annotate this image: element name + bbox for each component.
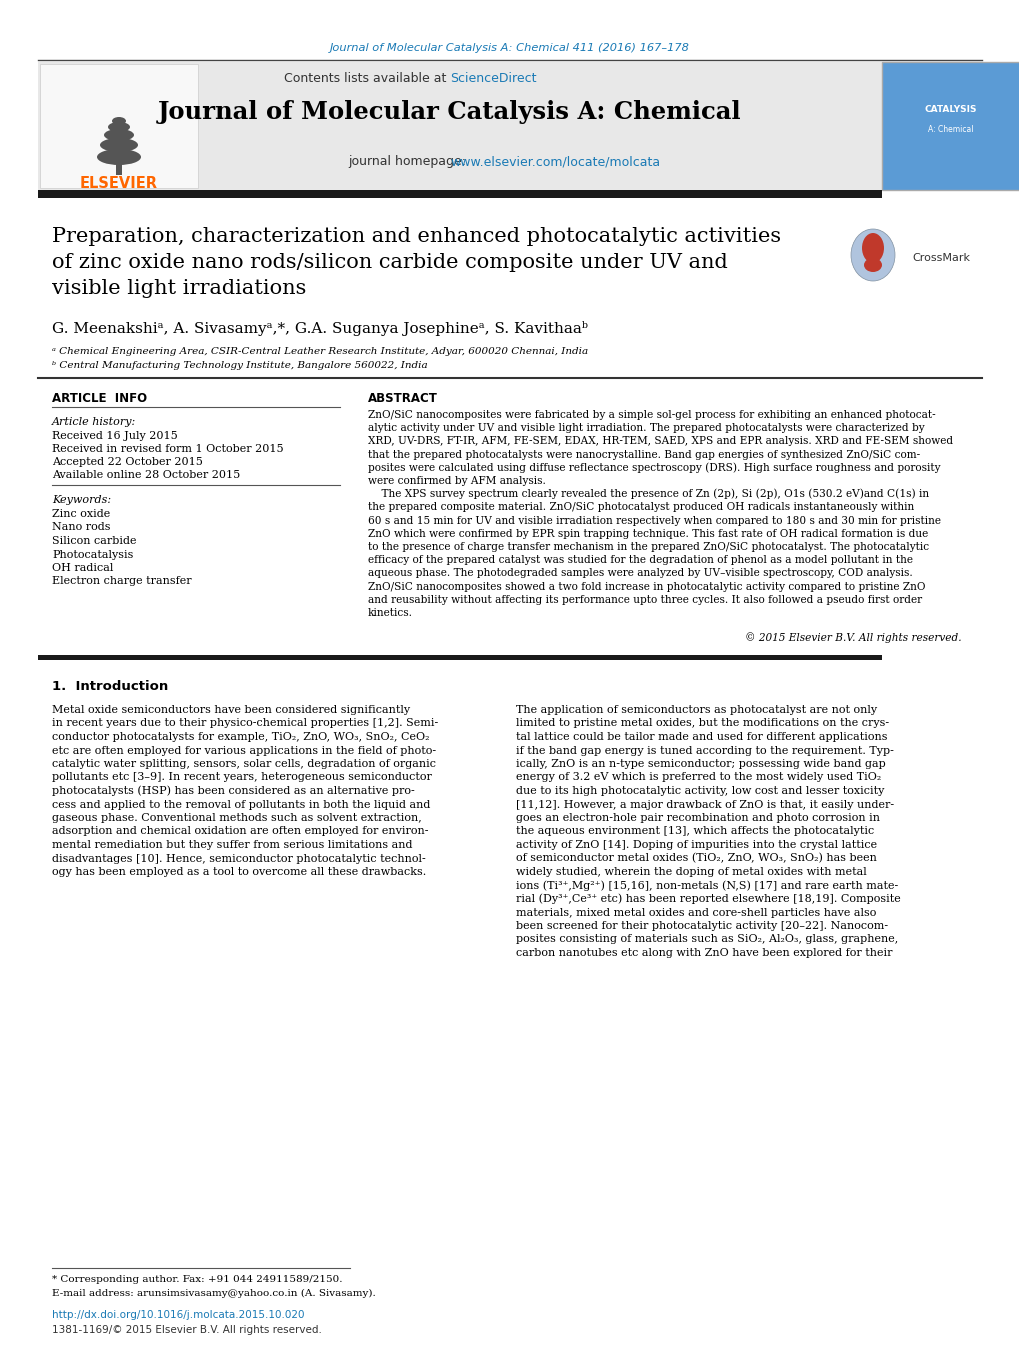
Text: the prepared composite material. ZnO/SiC photocatalyst produced OH radicals inst: the prepared composite material. ZnO/SiC… — [368, 503, 913, 512]
Bar — [38, 655, 881, 661]
Text: ScienceDirect: ScienceDirect — [449, 72, 536, 85]
Text: XRD, UV-DRS, FT-IR, AFM, FE-SEM, EDAX, HR-TEM, SAED, XPS and EPR analysis. XRD a: XRD, UV-DRS, FT-IR, AFM, FE-SEM, EDAX, H… — [368, 436, 952, 446]
Text: ogy has been employed as a tool to overcome all these drawbacks.: ogy has been employed as a tool to overc… — [52, 867, 426, 877]
Text: © 2015 Elsevier B.V. All rights reserved.: © 2015 Elsevier B.V. All rights reserved… — [745, 632, 961, 643]
Ellipse shape — [850, 230, 894, 281]
Text: Available online 28 October 2015: Available online 28 October 2015 — [52, 470, 240, 480]
Text: ABSTRACT: ABSTRACT — [368, 392, 437, 404]
Text: [11,12]. However, a major drawback of ZnO is that, it easily under-: [11,12]. However, a major drawback of Zn… — [516, 800, 894, 809]
Text: Article history:: Article history: — [52, 417, 137, 427]
Text: to the presence of charge transfer mechanism in the prepared ZnO/SiC photocataly: to the presence of charge transfer mecha… — [368, 542, 928, 553]
Text: in recent years due to their physico-chemical properties [1,2]. Semi-: in recent years due to their physico-che… — [52, 719, 438, 728]
Text: photocatalysts (HSP) has been considered as an alternative pro-: photocatalysts (HSP) has been considered… — [52, 786, 415, 796]
Text: A: Chemical: A: Chemical — [927, 126, 973, 135]
Text: efficacy of the prepared catalyst was studied for the degradation of phenol as a: efficacy of the prepared catalyst was st… — [368, 555, 912, 565]
Text: http://dx.doi.org/10.1016/j.molcata.2015.10.020: http://dx.doi.org/10.1016/j.molcata.2015… — [52, 1310, 305, 1320]
Text: were confirmed by AFM analysis.: were confirmed by AFM analysis. — [368, 476, 545, 486]
Text: limited to pristine metal oxides, but the modifications on the crys-: limited to pristine metal oxides, but th… — [516, 719, 889, 728]
Text: Journal of Molecular Catalysis A: Chemical: Journal of Molecular Catalysis A: Chemic… — [158, 100, 741, 124]
Text: CrossMark: CrossMark — [911, 253, 969, 263]
Text: due to its high photocatalytic activity, low cost and lesser toxicity: due to its high photocatalytic activity,… — [516, 786, 883, 796]
Text: cess and applied to the removal of pollutants in both the liquid and: cess and applied to the removal of pollu… — [52, 800, 430, 809]
Text: ᵇ Central Manufacturing Technology Institute, Bangalore 560022, India: ᵇ Central Manufacturing Technology Insti… — [52, 362, 427, 370]
Text: materials, mixed metal oxides and core-shell particles have also: materials, mixed metal oxides and core-s… — [516, 908, 875, 917]
Text: pollutants etc [3–9]. In recent years, heterogeneous semiconductor: pollutants etc [3–9]. In recent years, h… — [52, 773, 431, 782]
Text: been screened for their photocatalytic activity [20–22]. Nanocom-: been screened for their photocatalytic a… — [516, 921, 888, 931]
Bar — [40, 63, 198, 188]
Ellipse shape — [104, 128, 133, 141]
Text: Metal oxide semiconductors have been considered significantly: Metal oxide semiconductors have been con… — [52, 705, 410, 715]
Text: aqueous phase. The photodegraded samples were analyzed by UV–visible spectroscop: aqueous phase. The photodegraded samples… — [368, 569, 912, 578]
Text: 1.  Introduction: 1. Introduction — [52, 680, 168, 693]
Bar — [38, 190, 881, 199]
Text: kinetics.: kinetics. — [368, 608, 413, 617]
Text: alytic activity under UV and visible light irradiation. The prepared photocataly: alytic activity under UV and visible lig… — [368, 423, 923, 434]
Text: activity of ZnO [14]. Doping of impurities into the crystal lattice: activity of ZnO [14]. Doping of impuriti… — [516, 840, 876, 850]
Text: rial (Dy³⁺,Ce³⁺ etc) has been reported elsewhere [18,19]. Composite: rial (Dy³⁺,Ce³⁺ etc) has been reported e… — [516, 894, 900, 904]
Text: www.elsevier.com/locate/molcata: www.elsevier.com/locate/molcata — [449, 155, 659, 169]
Text: Zinc oxide: Zinc oxide — [52, 509, 110, 519]
Text: mental remediation but they suffer from serious limitations and: mental remediation but they suffer from … — [52, 840, 412, 850]
Text: E-mail address: arunsimsivasamy@yahoo.co.in (A. Sivasamy).: E-mail address: arunsimsivasamy@yahoo.co… — [52, 1289, 375, 1297]
Text: widely studied, wherein the doping of metal oxides with metal: widely studied, wherein the doping of me… — [516, 867, 866, 877]
Text: ZnO/SiC nanocomposites were fabricated by a simple sol-gel process for exhibitin: ZnO/SiC nanocomposites were fabricated b… — [368, 409, 934, 420]
Text: CATALYSIS: CATALYSIS — [924, 105, 976, 115]
Text: Photocatalysis: Photocatalysis — [52, 550, 133, 559]
Text: ions (Ti³⁺,Mg²⁺) [15,16], non-metals (N,S) [17] and rare earth mate-: ions (Ti³⁺,Mg²⁺) [15,16], non-metals (N,… — [516, 881, 898, 890]
Text: Preparation, characterization and enhanced photocatalytic activities: Preparation, characterization and enhanc… — [52, 227, 781, 246]
Text: OH radical: OH radical — [52, 563, 113, 573]
Text: Keywords:: Keywords: — [52, 494, 111, 505]
Text: Contents lists available at: Contents lists available at — [283, 72, 449, 85]
Text: Electron charge transfer: Electron charge transfer — [52, 577, 192, 586]
Text: Accepted 22 October 2015: Accepted 22 October 2015 — [52, 457, 203, 467]
Text: etc are often employed for various applications in the field of photo-: etc are often employed for various appli… — [52, 746, 436, 755]
Text: the aqueous environment [13], which affects the photocatalytic: the aqueous environment [13], which affe… — [516, 827, 873, 836]
Text: Silicon carbide: Silicon carbide — [52, 536, 137, 546]
Ellipse shape — [861, 232, 883, 263]
Ellipse shape — [863, 258, 881, 272]
Text: ᵃ Chemical Engineering Area, CSIR-Central Leather Research Institute, Adyar, 600: ᵃ Chemical Engineering Area, CSIR-Centra… — [52, 347, 588, 357]
Ellipse shape — [112, 118, 126, 126]
Bar — [38, 62, 881, 190]
Text: posites consisting of materials such as SiO₂, Al₂O₃, glass, graphene,: posites consisting of materials such as … — [516, 935, 898, 944]
Text: 1381-1169/© 2015 Elsevier B.V. All rights reserved.: 1381-1169/© 2015 Elsevier B.V. All right… — [52, 1325, 322, 1335]
Text: G. Meenakshiᵃ, A. Sivasamyᵃ,*, G.A. Suganya Josephineᵃ, S. Kavithaaᵇ: G. Meenakshiᵃ, A. Sivasamyᵃ,*, G.A. Suga… — [52, 320, 587, 335]
Text: ZnO which were confirmed by EPR spin trapping technique. This fast rate of OH ra: ZnO which were confirmed by EPR spin tra… — [368, 528, 927, 539]
Text: ELSEVIER: ELSEVIER — [79, 176, 158, 190]
Text: gaseous phase. Conventional methods such as solvent extraction,: gaseous phase. Conventional methods such… — [52, 813, 421, 823]
Ellipse shape — [100, 138, 138, 153]
Text: conductor photocatalysts for example, TiO₂, ZnO, WO₃, SnO₂, CeO₂: conductor photocatalysts for example, Ti… — [52, 732, 429, 742]
Text: ZnO/SiC nanocomposites showed a two fold increase in photocatalytic activity com: ZnO/SiC nanocomposites showed a two fold… — [368, 581, 924, 592]
Bar — [116, 157, 122, 176]
Text: The application of semiconductors as photocatalyst are not only: The application of semiconductors as pho… — [516, 705, 876, 715]
Text: and reusability without affecting its performance upto three cycles. It also fol: and reusability without affecting its pe… — [368, 594, 921, 605]
Text: ARTICLE  INFO: ARTICLE INFO — [52, 392, 147, 404]
Text: posites were calculated using diffuse reflectance spectroscopy (DRS). High surfa: posites were calculated using diffuse re… — [368, 462, 940, 473]
Text: carbon nanotubes etc along with ZnO have been explored for their: carbon nanotubes etc along with ZnO have… — [516, 948, 892, 958]
Text: adsorption and chemical oxidation are often employed for environ-: adsorption and chemical oxidation are of… — [52, 827, 428, 836]
Text: Received 16 July 2015: Received 16 July 2015 — [52, 431, 177, 440]
Text: energy of 3.2 eV which is preferred to the most widely used TiO₂: energy of 3.2 eV which is preferred to t… — [516, 773, 880, 782]
Text: The XPS survey spectrum clearly revealed the presence of Zn (2p), Si (2p), O1s (: The XPS survey spectrum clearly revealed… — [368, 489, 928, 500]
Text: visible light irradiations: visible light irradiations — [52, 280, 306, 299]
Text: journal homepage:: journal homepage: — [347, 155, 470, 169]
Text: ically, ZnO is an n-type semiconductor; possessing wide band gap: ically, ZnO is an n-type semiconductor; … — [516, 759, 884, 769]
Text: disadvantages [10]. Hence, semiconductor photocatalytic technol-: disadvantages [10]. Hence, semiconductor… — [52, 854, 425, 863]
Text: that the prepared photocatalysts were nanocrystalline. Band gap energies of synt: that the prepared photocatalysts were na… — [368, 450, 919, 459]
Text: Journal of Molecular Catalysis A: Chemical 411 (2016) 167–178: Journal of Molecular Catalysis A: Chemic… — [330, 43, 689, 53]
Bar — [881, 62, 1019, 190]
Text: goes an electron-hole pair recombination and photo corrosion in: goes an electron-hole pair recombination… — [516, 813, 879, 823]
Text: if the band gap energy is tuned according to the requirement. Typ-: if the band gap energy is tuned accordin… — [516, 746, 893, 755]
Text: 60 s and 15 min for UV and visible irradiation respectively when compared to 180: 60 s and 15 min for UV and visible irrad… — [368, 516, 941, 526]
Text: catalytic water splitting, sensors, solar cells, degradation of organic: catalytic water splitting, sensors, sola… — [52, 759, 435, 769]
Ellipse shape — [108, 122, 129, 132]
Text: of zinc oxide nano rods/silicon carbide composite under UV and: of zinc oxide nano rods/silicon carbide … — [52, 254, 727, 273]
Text: * Corresponding author. Fax: +91 044 24911589/2150.: * Corresponding author. Fax: +91 044 249… — [52, 1275, 342, 1285]
Text: Received in revised form 1 October 2015: Received in revised form 1 October 2015 — [52, 444, 283, 454]
Text: of semiconductor metal oxides (TiO₂, ZnO, WO₃, SnO₂) has been: of semiconductor metal oxides (TiO₂, ZnO… — [516, 854, 876, 863]
Text: tal lattice could be tailor made and used for different applications: tal lattice could be tailor made and use… — [516, 732, 887, 742]
Ellipse shape — [97, 149, 141, 165]
Text: Nano rods: Nano rods — [52, 523, 110, 532]
